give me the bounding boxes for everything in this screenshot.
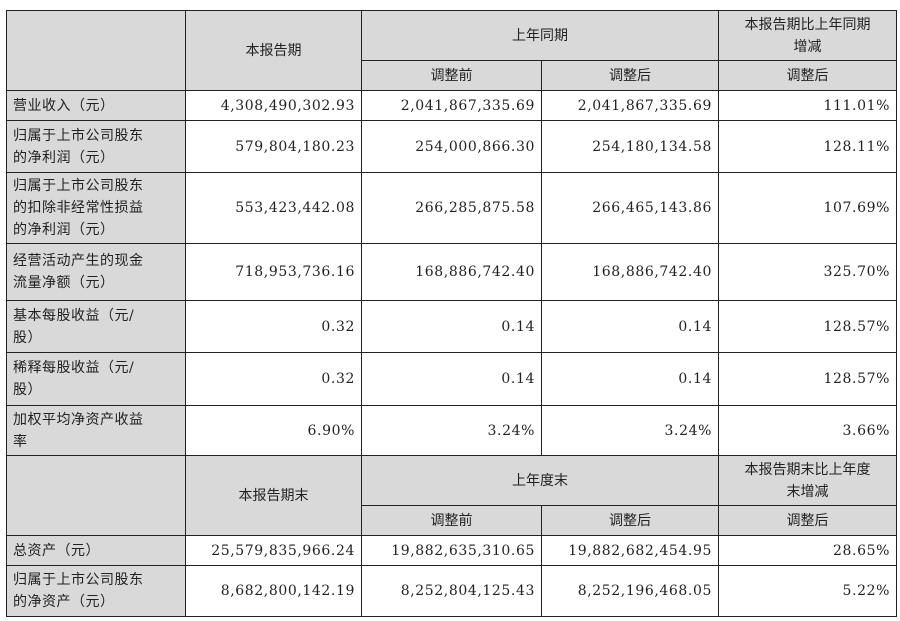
- after-adjustment-value: 254,180,134.58: [541, 120, 719, 173]
- after-adjustment-value: 168,886,742.40: [541, 243, 719, 301]
- before-adjustment-value: 19,882,635,310.65: [361, 535, 542, 566]
- table-row: 营业收入（元） 4,308,490,302.93 2,041,867,335.6…: [6, 90, 897, 121]
- financial-data-table: 本报告期 上年同期 本报告期比上年同期 增减 调整前 调整后 调整后 营业收入（…: [6, 10, 897, 617]
- row-label: 归属于上市公司股东 的扣除非经常性损益 的净利润（元）: [6, 172, 186, 244]
- header-prior-period: 上年度末: [361, 455, 719, 506]
- change-value: 5.22%: [718, 565, 897, 617]
- header-row: 本报告期末 上年度末 本报告期末比上年度 末增减: [6, 455, 897, 536]
- current-value: 718,953,736.16: [185, 243, 362, 301]
- header-change-after-adjustment: 调整后: [718, 505, 897, 536]
- current-value: 0.32: [185, 300, 362, 353]
- table-row: 归属于上市公司股东 的净资产（元） 8,682,800,142.19 8,252…: [6, 565, 897, 617]
- before-adjustment-value: 254,000,866.30: [361, 120, 542, 173]
- header-corner: [6, 10, 186, 91]
- row-label: 营业收入（元）: [6, 90, 186, 121]
- after-adjustment-value: 3.24%: [541, 405, 719, 456]
- after-adjustment-value: 0.14: [541, 300, 719, 353]
- after-adjustment-value: 266,465,143.86: [541, 172, 719, 244]
- current-value: 25,579,835,966.24: [185, 535, 362, 566]
- current-value: 6.90%: [185, 405, 362, 456]
- header-current-period: 本报告期: [185, 10, 362, 91]
- change-value: 111.01%: [718, 90, 897, 121]
- row-label: 基本每股收益（元/ 股）: [6, 300, 186, 353]
- row-label: 稀释每股收益（元/ 股）: [6, 352, 186, 406]
- after-adjustment-value: 19,882,682,454.95: [541, 535, 719, 566]
- change-value: 3.66%: [718, 405, 897, 456]
- table-row: 稀释每股收益（元/ 股） 0.32 0.14 0.14 128.57%: [6, 352, 897, 406]
- table-row: 加权平均净资产收益 率 6.90% 3.24% 3.24% 3.66%: [6, 405, 897, 456]
- current-value: 579,804,180.23: [185, 120, 362, 173]
- before-adjustment-value: 0.14: [361, 300, 542, 353]
- before-adjustment-value: 168,886,742.40: [361, 243, 542, 301]
- header-row: 本报告期 上年同期 本报告期比上年同期 增减: [6, 10, 897, 91]
- table-row: 归属于上市公司股东 的净利润（元） 579,804,180.23 254,000…: [6, 120, 897, 173]
- subheader-row: 调整前 调整后 调整后: [7, 505, 897, 536]
- subheader-row: 调整前 调整后 调整后: [7, 60, 897, 91]
- change-value: 28.65%: [718, 535, 897, 566]
- header-change: 本报告期比上年同期 增减: [718, 10, 897, 61]
- table-row: 总资产（元） 25,579,835,966.24 19,882,635,310.…: [6, 535, 897, 566]
- after-adjustment-value: 8,252,196,468.05: [541, 565, 719, 617]
- change-value: 325.70%: [718, 243, 897, 301]
- header-corner: [6, 455, 186, 536]
- table-row: 经营活动产生的现金 流量净额（元） 718,953,736.16 168,886…: [6, 243, 897, 301]
- table-row: 归属于上市公司股东 的扣除非经常性损益 的净利润（元） 553,423,442.…: [6, 172, 897, 244]
- after-adjustment-value: 2,041,867,335.69: [541, 90, 719, 121]
- before-adjustment-value: 266,285,875.58: [361, 172, 542, 244]
- row-label: 总资产（元）: [6, 535, 186, 566]
- before-adjustment-value: 8,252,804,125.43: [361, 565, 542, 617]
- row-label: 加权平均净资产收益 率: [6, 405, 186, 456]
- header-current-period: 本报告期末: [185, 455, 362, 536]
- header-after-adjustment: 调整后: [541, 505, 719, 536]
- current-value: 0.32: [185, 352, 362, 406]
- table-row: 基本每股收益（元/ 股） 0.32 0.14 0.14 128.57%: [6, 300, 897, 353]
- header-before-adjustment: 调整前: [361, 60, 542, 91]
- before-adjustment-value: 3.24%: [361, 405, 542, 456]
- change-value: 128.57%: [718, 352, 897, 406]
- change-value: 128.11%: [718, 120, 897, 173]
- change-value: 128.57%: [718, 300, 897, 353]
- row-label: 归属于上市公司股东 的净利润（元）: [6, 120, 186, 173]
- header-before-adjustment: 调整前: [361, 505, 542, 536]
- current-value: 553,423,442.08: [185, 172, 362, 244]
- before-adjustment-value: 2,041,867,335.69: [361, 90, 542, 121]
- change-value: 107.69%: [718, 172, 897, 244]
- header-prior-period: 上年同期: [361, 10, 719, 61]
- after-adjustment-value: 0.14: [541, 352, 719, 406]
- current-value: 4,308,490,302.93: [185, 90, 362, 121]
- header-change-after-adjustment: 调整后: [718, 60, 897, 91]
- current-value: 8,682,800,142.19: [185, 565, 362, 617]
- before-adjustment-value: 0.14: [361, 352, 542, 406]
- header-after-adjustment: 调整后: [541, 60, 719, 91]
- row-label: 归属于上市公司股东 的净资产（元）: [6, 565, 186, 617]
- row-label: 经营活动产生的现金 流量净额（元）: [6, 243, 186, 301]
- header-change: 本报告期末比上年度 末增减: [718, 455, 897, 506]
